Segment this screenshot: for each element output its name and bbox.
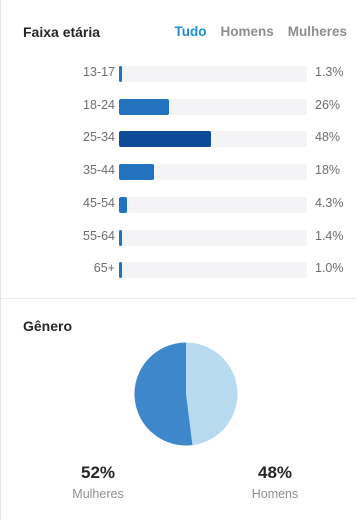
age-row: 13-17 1.3% bbox=[1, 63, 356, 83]
age-percent-label: 18% bbox=[315, 163, 341, 178]
men-percent: 48% bbox=[257, 463, 293, 482]
age-range-label: 45-54 bbox=[83, 195, 115, 210]
tab-all[interactable]: Tudo bbox=[174, 24, 207, 39]
bar-fill bbox=[119, 229, 122, 246]
age-percent-label: 48% bbox=[315, 130, 341, 145]
age-range-label: 55-64 bbox=[83, 228, 115, 243]
bar-track bbox=[119, 164, 307, 181]
age-row: 55-64 1.4% bbox=[1, 227, 356, 247]
age-range-label: 13-17 bbox=[83, 65, 115, 79]
age-section-header: Faixa etária Tudo Homens Mulheres bbox=[1, 22, 356, 46]
age-range-label: 18-24 bbox=[83, 97, 115, 112]
gender-filter-tabs: Tudo Homens Mulheres bbox=[174, 24, 347, 39]
bar-track bbox=[119, 131, 307, 148]
bar-fill bbox=[119, 131, 212, 148]
gender-section-title: Gênero bbox=[23, 318, 73, 334]
age-range-label: 25-34 bbox=[83, 130, 115, 145]
pie-slice-men bbox=[186, 342, 238, 446]
legend-women: 52% Mulheres bbox=[38, 462, 158, 501]
bar-fill bbox=[119, 66, 122, 82]
age-range-label: 65+ bbox=[93, 261, 115, 276]
bar-track bbox=[119, 66, 307, 82]
legend-men: 48% Homens bbox=[215, 462, 335, 501]
age-percent-label: 1.3% bbox=[315, 65, 344, 79]
men-label: Homens bbox=[251, 487, 299, 501]
bar-fill bbox=[119, 262, 122, 279]
age-percent-label: 1.0% bbox=[315, 261, 344, 276]
bar-track bbox=[119, 196, 307, 213]
pie-slice-women bbox=[134, 342, 193, 446]
age-section-title: Faixa etária bbox=[23, 24, 101, 40]
age-row: 45-54 4.3% bbox=[1, 194, 356, 214]
tab-men[interactable]: Homens bbox=[220, 24, 274, 39]
bar-fill bbox=[119, 98, 169, 115]
women-label: Mulheres bbox=[72, 487, 124, 501]
bar-fill bbox=[119, 196, 128, 213]
bar-track bbox=[119, 229, 307, 246]
age-percent-label: 26% bbox=[315, 97, 341, 112]
bar-fill bbox=[119, 164, 154, 181]
age-row: 25-34 48% bbox=[1, 128, 356, 148]
age-row: 18-24 26% bbox=[1, 96, 356, 116]
bar-track bbox=[119, 98, 307, 115]
bar-track bbox=[119, 262, 307, 279]
section-divider bbox=[1, 298, 356, 299]
age-row: 65+ 1.0% bbox=[1, 259, 356, 279]
gender-pie-chart bbox=[134, 342, 238, 446]
tab-women[interactable]: Mulheres bbox=[287, 24, 347, 39]
age-range-label: 35-44 bbox=[83, 163, 115, 178]
age-row: 35-44 18% bbox=[1, 161, 356, 181]
age-percent-label: 4.3% bbox=[315, 195, 344, 210]
age-percent-label: 1.4% bbox=[315, 228, 344, 243]
women-percent: 52% bbox=[80, 463, 116, 482]
